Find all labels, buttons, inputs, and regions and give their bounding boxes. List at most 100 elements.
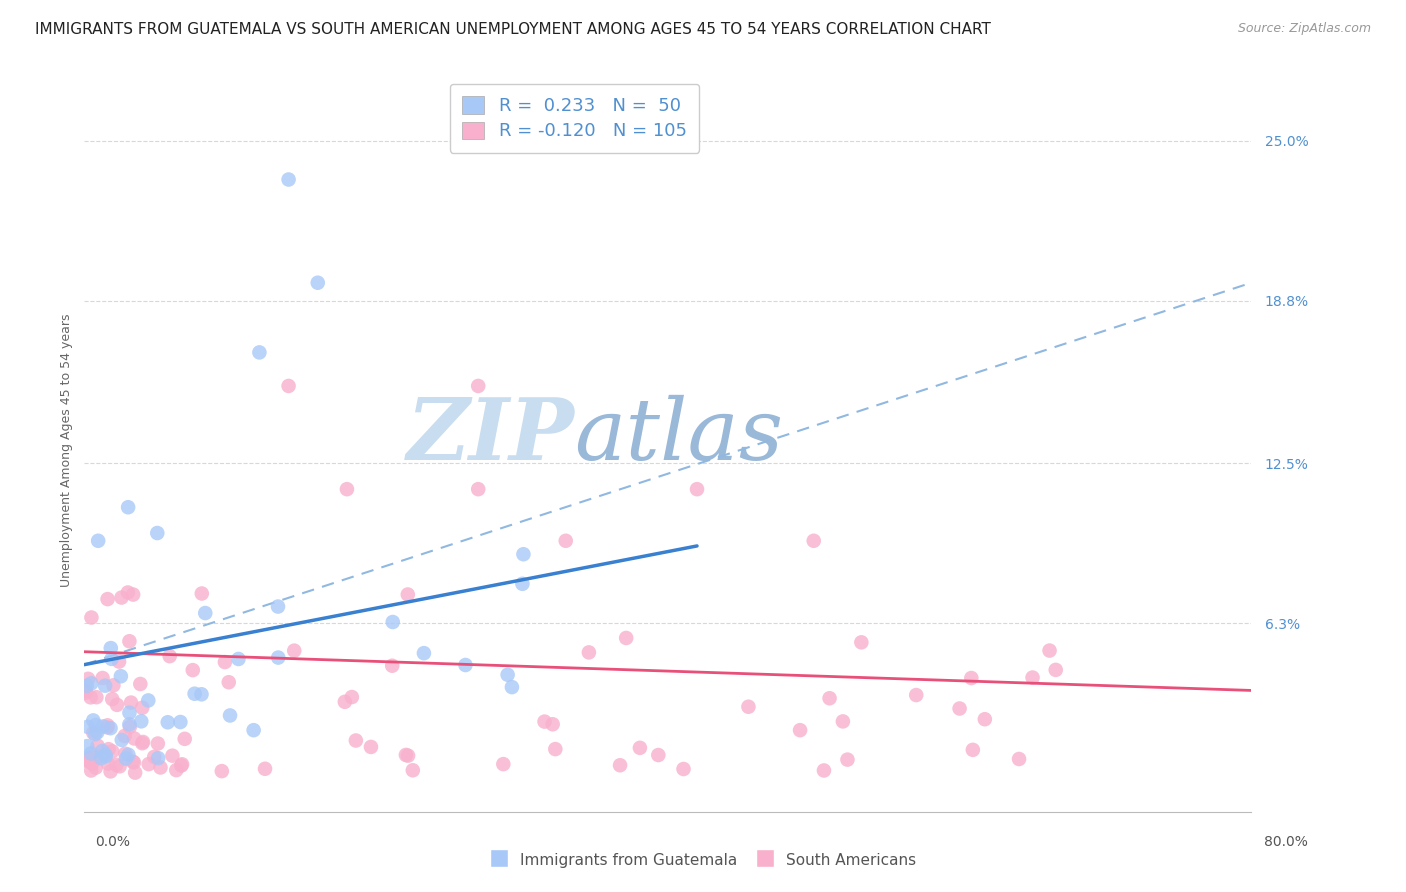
South Americans: [110, 591, 132, 605]
South Americans: [1045, 663, 1067, 677]
South Americans: [97, 592, 120, 607]
Immigrants from Guatemala: [94, 679, 117, 693]
South Americans: [818, 691, 841, 706]
South Americans: [277, 379, 299, 393]
South Americans: [541, 717, 564, 731]
South Americans: [789, 723, 811, 738]
South Americans: [79, 751, 101, 765]
Immigrants from Guatemala: [228, 652, 250, 666]
Immigrants from Guatemala: [381, 615, 404, 629]
South Americans: [84, 761, 107, 775]
Legend: R =  0.233   N =  50, R = -0.120   N = 105: R = 0.233 N = 50, R = -0.120 N = 105: [450, 84, 699, 153]
South Americans: [105, 698, 128, 712]
South Americans: [467, 379, 489, 393]
South Americans: [114, 747, 136, 761]
South Americans: [75, 686, 97, 700]
Immigrants from Guatemala: [110, 669, 132, 683]
Text: 0.0%: 0.0%: [96, 835, 131, 848]
South Americans: [191, 586, 214, 600]
South Americans: [101, 692, 124, 706]
South Americans: [832, 714, 855, 729]
South Americans: [467, 482, 489, 496]
South Americans: [628, 740, 651, 755]
Immigrants from Guatemala: [100, 641, 122, 656]
South Americans: [395, 747, 418, 762]
Immigrants from Guatemala: [146, 526, 169, 541]
Immigrants from Guatemala: [76, 679, 98, 693]
Immigrants from Guatemala: [111, 732, 134, 747]
Text: ZIP: ZIP: [406, 394, 575, 478]
South Americans: [737, 699, 759, 714]
South Americans: [103, 678, 125, 692]
Immigrants from Guatemala: [76, 720, 98, 734]
South Americans: [114, 729, 136, 743]
South Americans: [170, 758, 193, 772]
South Americans: [120, 696, 142, 710]
South Americans: [1038, 643, 1060, 657]
South Americans: [129, 677, 152, 691]
South Americans: [165, 763, 187, 777]
Immigrants from Guatemala: [94, 747, 117, 762]
South Americans: [1021, 671, 1043, 685]
South Americans: [609, 758, 631, 772]
South Americans: [118, 720, 141, 734]
Text: IMMIGRANTS FROM GUATEMALA VS SOUTH AMERICAN UNEMPLOYMENT AMONG AGES 45 TO 54 YEA: IMMIGRANTS FROM GUATEMALA VS SOUTH AMERI…: [35, 22, 991, 37]
South Americans: [97, 756, 120, 771]
Immigrants from Guatemala: [249, 345, 271, 359]
South Americans: [121, 755, 143, 769]
Immigrants from Guatemala: [100, 721, 122, 735]
South Americans: [851, 635, 873, 649]
Immigrants from Guatemala: [183, 687, 205, 701]
South Americans: [97, 742, 120, 756]
Immigrants from Guatemala: [413, 646, 436, 660]
South Americans: [75, 753, 97, 767]
South Americans: [333, 695, 356, 709]
Immigrants from Guatemala: [190, 687, 212, 701]
Immigrants from Guatemala: [94, 749, 117, 764]
South Americans: [544, 742, 567, 756]
South Americans: [672, 762, 695, 776]
South Americans: [381, 658, 404, 673]
South Americans: [80, 610, 103, 624]
South Americans: [218, 675, 240, 690]
South Americans: [162, 748, 184, 763]
South Americans: [86, 690, 108, 705]
Text: 80.0%: 80.0%: [1264, 835, 1308, 848]
South Americans: [143, 750, 166, 764]
South Americans: [344, 733, 367, 747]
South Americans: [533, 714, 555, 729]
Immigrants from Guatemala: [80, 747, 103, 761]
Immigrants from Guatemala: [80, 676, 103, 690]
South Americans: [96, 718, 118, 732]
Immigrants from Guatemala: [267, 599, 290, 614]
Immigrants from Guatemala: [169, 714, 191, 729]
Immigrants from Guatemala: [194, 606, 217, 620]
South Americans: [132, 735, 155, 749]
South Americans: [253, 762, 276, 776]
Text: Source: ZipAtlas.com: Source: ZipAtlas.com: [1237, 22, 1371, 36]
Immigrants from Guatemala: [136, 693, 159, 707]
South Americans: [396, 587, 419, 601]
Immigrants from Guatemala: [91, 744, 114, 758]
Y-axis label: Unemployment Among Ages 45 to 54 years: Unemployment Among Ages 45 to 54 years: [60, 314, 73, 587]
South Americans: [124, 765, 146, 780]
South Americans: [647, 747, 669, 762]
Immigrants from Guatemala: [267, 650, 290, 665]
South Americans: [813, 764, 835, 778]
South Americans: [159, 649, 181, 664]
Immigrants from Guatemala: [118, 706, 141, 720]
South Americans: [101, 744, 124, 758]
South Americans: [181, 663, 204, 677]
South Americans: [80, 756, 103, 771]
South Americans: [960, 671, 983, 685]
South Americans: [170, 757, 193, 772]
South Americans: [131, 700, 153, 714]
South Americans: [79, 690, 101, 705]
Immigrants from Guatemala: [307, 276, 329, 290]
South Americans: [108, 759, 131, 773]
South Americans: [91, 671, 114, 685]
South Americans: [1008, 752, 1031, 766]
Immigrants from Guatemala: [100, 652, 122, 666]
South Americans: [131, 736, 153, 750]
Immigrants from Guatemala: [90, 751, 112, 765]
